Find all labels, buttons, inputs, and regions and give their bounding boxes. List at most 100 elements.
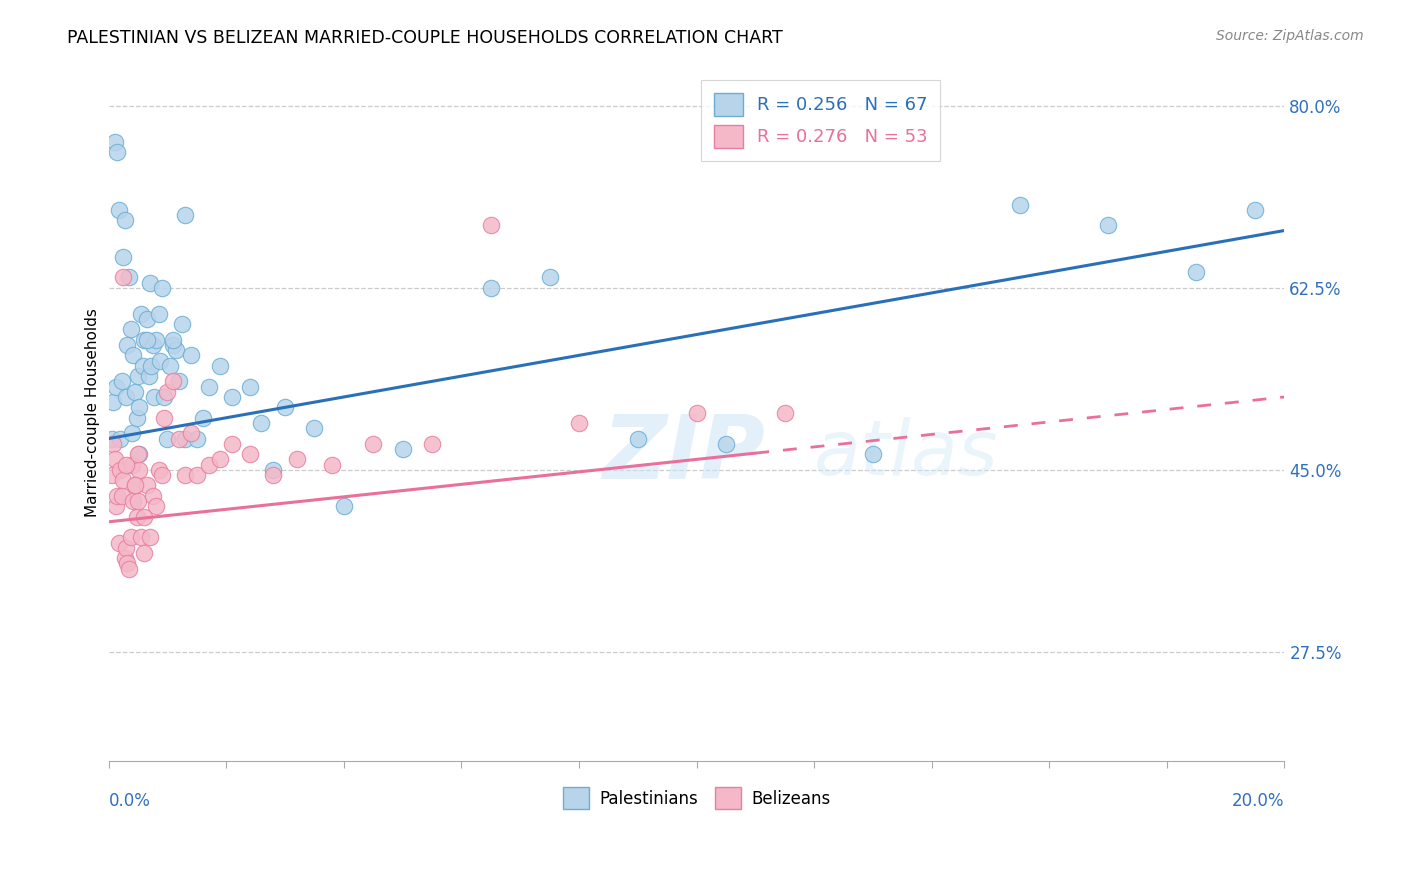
Point <box>221 390 243 404</box>
Point <box>333 499 356 513</box>
Point <box>156 432 179 446</box>
Point <box>121 426 143 441</box>
Point <box>153 390 176 404</box>
Text: atlas: atlas <box>814 417 998 491</box>
Point <box>135 333 157 347</box>
Point <box>165 343 187 358</box>
Point <box>191 410 214 425</box>
Point <box>209 452 232 467</box>
Point <box>139 276 162 290</box>
Point <box>197 458 219 472</box>
Point <box>118 270 141 285</box>
Point <box>274 401 297 415</box>
Point <box>150 467 173 482</box>
Point <box>103 452 125 467</box>
Point <box>122 494 145 508</box>
Point <box>149 353 172 368</box>
Point <box>104 499 127 513</box>
Point <box>159 359 181 373</box>
Point <box>112 473 135 487</box>
Point <box>197 379 219 393</box>
Point <box>361 437 384 451</box>
Text: Source: ZipAtlas.com: Source: ZipAtlas.com <box>1216 29 1364 43</box>
Point <box>125 509 148 524</box>
Point <box>174 467 197 482</box>
Point <box>135 312 157 326</box>
Point <box>110 463 132 477</box>
Point <box>139 530 162 544</box>
Point <box>124 384 146 399</box>
Point <box>239 447 262 461</box>
Text: PALESTINIAN VS BELIZEAN MARRIED-COUPLE HOUSEHOLDS CORRELATION CHART: PALESTINIAN VS BELIZEAN MARRIED-COUPLE H… <box>67 29 783 46</box>
Point <box>121 458 143 472</box>
Y-axis label: Married-couple Households: Married-couple Households <box>86 308 100 517</box>
Point <box>174 432 197 446</box>
Point <box>145 499 167 513</box>
Point <box>107 489 129 503</box>
Point <box>250 416 273 430</box>
Point <box>127 369 149 384</box>
Point <box>285 452 308 467</box>
Point <box>479 219 502 233</box>
Point <box>145 333 167 347</box>
Point <box>162 338 184 352</box>
Point <box>304 421 326 435</box>
Point <box>773 406 796 420</box>
Point <box>103 437 125 451</box>
Point <box>132 333 155 347</box>
Point <box>239 379 262 393</box>
Point <box>132 509 155 524</box>
Point <box>128 401 150 415</box>
Point <box>153 410 176 425</box>
Point <box>221 437 243 451</box>
Point <box>108 535 131 549</box>
Point <box>112 270 135 285</box>
Point <box>138 369 160 384</box>
Point <box>104 379 127 393</box>
Point <box>103 395 125 409</box>
Point <box>115 541 138 555</box>
Point <box>321 458 343 472</box>
Point <box>1185 265 1208 279</box>
Text: 0.0%: 0.0% <box>108 791 150 810</box>
Point <box>143 390 166 404</box>
Point <box>120 322 142 336</box>
Point <box>107 145 129 160</box>
Point <box>128 447 150 461</box>
Point <box>132 359 155 373</box>
Point <box>148 307 170 321</box>
Point <box>172 317 194 331</box>
Point <box>262 463 284 477</box>
Point <box>100 467 122 482</box>
Point <box>167 375 190 389</box>
Point <box>139 359 162 373</box>
Point <box>114 213 136 227</box>
Point <box>103 135 125 149</box>
Point <box>129 530 152 544</box>
Point <box>142 489 165 503</box>
Point <box>568 416 591 430</box>
Point <box>167 432 190 446</box>
Point <box>162 333 184 347</box>
Point <box>124 478 146 492</box>
Point <box>142 338 165 352</box>
Point <box>127 494 149 508</box>
Point <box>115 458 138 472</box>
Point <box>186 467 208 482</box>
Point <box>714 437 737 451</box>
Legend: Palestinians, Belizeans: Palestinians, Belizeans <box>555 780 837 815</box>
Text: ZIP: ZIP <box>602 411 765 498</box>
Point <box>1097 219 1119 233</box>
Point <box>110 489 132 503</box>
Point <box>110 375 132 389</box>
Point <box>627 432 650 446</box>
Point <box>124 478 146 492</box>
Point <box>132 546 155 560</box>
Point <box>110 432 132 446</box>
Point <box>115 390 138 404</box>
Point <box>122 348 145 362</box>
Point <box>391 442 413 456</box>
Point <box>128 463 150 477</box>
Point <box>120 530 142 544</box>
Point <box>100 432 122 446</box>
